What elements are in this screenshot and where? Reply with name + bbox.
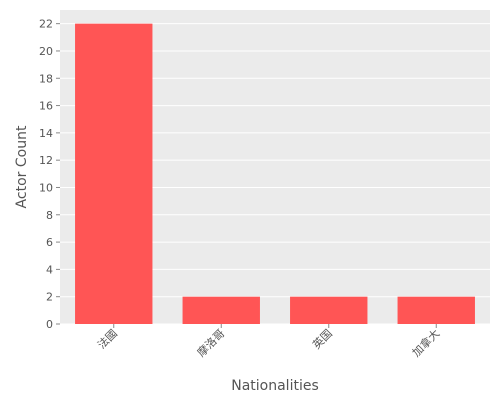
y-tick-label: 18 (39, 72, 53, 85)
x-axis-ticks: 法國 摩洛哥 英国 加拿大 (94, 324, 442, 359)
y-axis-label: Actor Count (14, 125, 30, 208)
y-tick-label: 14 (39, 127, 53, 140)
bar (290, 296, 368, 324)
y-tick-label: 6 (46, 236, 53, 249)
y-tick-label: 12 (39, 154, 53, 167)
y-tick-label: 20 (39, 45, 53, 58)
x-tick-label: 加拿大 (409, 326, 442, 359)
y-tick-label: 8 (46, 209, 53, 222)
bar (182, 296, 260, 324)
x-tick-label: 摩洛哥 (194, 326, 227, 359)
y-tick-label: 4 (46, 263, 53, 276)
y-tick-label: 0 (46, 318, 53, 331)
y-tick-label: 2 (46, 291, 53, 304)
x-axis-label: Nationalities (231, 378, 319, 394)
bar (397, 296, 475, 324)
x-tick-label: 英国 (309, 326, 334, 351)
bar (75, 23, 153, 325)
y-tick-label: 10 (39, 181, 53, 194)
y-tick-label: 16 (39, 100, 53, 113)
x-tick-label: 法國 (94, 326, 119, 351)
y-axis-ticks: 0 2 4 6 8 10 12 14 16 18 20 22 (39, 18, 60, 331)
y-tick-label: 22 (39, 18, 53, 31)
bars (75, 23, 475, 325)
